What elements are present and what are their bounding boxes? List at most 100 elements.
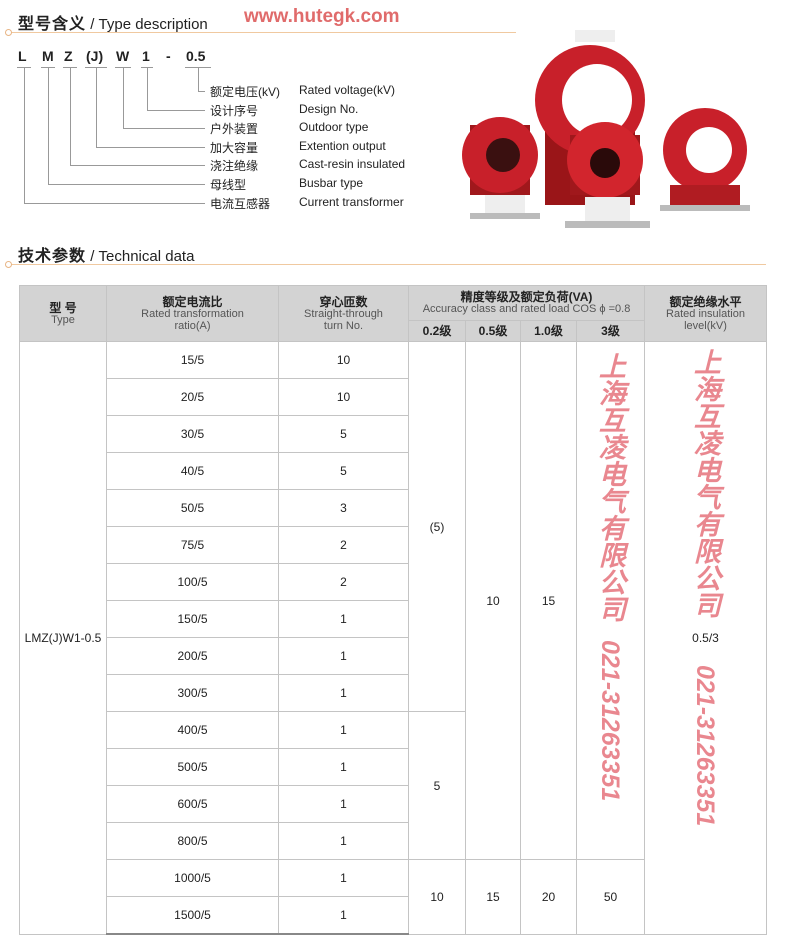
table-row: 600/5 1 [20,785,767,823]
connector-line [48,67,49,184]
connector-line [96,146,205,148]
table-row: 40/5 5 [20,452,767,490]
turns-cell: 1 [278,785,409,823]
load-0.5-cell: 10 [465,341,521,860]
model-code-char: Z [64,48,73,64]
load-0.2-cell: 10 [408,859,466,935]
turns-cell: 1 [278,822,409,860]
turns-cell: 2 [278,563,409,601]
header-accuracy: 精度等级及额定负荷(VA) Accuracy class and rated lo… [408,285,645,321]
meaning-cn: 设计序号 [210,103,259,118]
watermark-company: 上海互凌电气有限公司 [595,352,625,622]
header-class-3: 3级 [576,320,645,342]
turns-cell: 5 [278,452,409,490]
turns-cell: 3 [278,489,409,527]
table-row: 150/5 1 [20,600,767,638]
table-row: 500/5 1 [20,748,767,786]
meaning-cn: 母线型 [210,178,247,192]
type-description-title: 型号含义 / Type description [18,16,208,33]
turns-cell: 1 [278,748,409,786]
model-code-char: - [166,48,171,64]
turns-cell: 2 [278,526,409,564]
ratio-cell: 150/5 [106,600,279,638]
turns-cell: 1 [278,711,409,749]
connector-line [123,67,124,129]
model-code-char: 1 [142,48,150,64]
connector-line [24,202,205,204]
ct-right [660,108,750,211]
header-class-0.2: 0.2级 [408,320,466,342]
divider [5,29,516,36]
turns-cell: 1 [278,600,409,638]
divider [5,261,766,268]
meaning-cn: 额定电压(kV) [210,85,280,99]
table-row: LMZ(J)W1-0.5 15/5 10 (5) 10 15 0.5/3 [19,341,767,935]
meaning-en: Outdoor type [299,120,369,135]
load-0.5-cell: 15 [465,859,521,935]
ratio-cell: 400/5 [106,711,279,749]
model-code-char: L [18,48,27,64]
meaning-en: Extention output [299,138,386,153]
meaning-en: Rated voltage(kV) [299,83,396,97]
ratio-cell: 200/5 [106,637,279,675]
watermark-phone: 021-31263351 [596,640,624,802]
header-class-0.5: 0.5级 [465,320,521,342]
table-row: 30/5 5 [20,415,767,453]
turns-cell: 10 [278,378,409,416]
turns-cell: 1 [278,859,409,897]
model-code-char: W [116,48,130,64]
header-insulation: 额定绝缘水平 Rated insulation level(kV) [644,285,767,342]
connector-line [70,165,205,167]
table-row: 800/5 1 [20,822,767,860]
turns-cell: 10 [278,341,409,379]
ratio-cell: 50/5 [106,489,279,527]
load-3-cell: 50 [576,859,645,935]
meaning-en: Busbar type [299,176,364,190]
connector-line [198,91,205,92]
table-row: 20/5 10 [20,378,767,416]
model-code-char: (J) [86,48,104,64]
connector-line [147,109,205,111]
ratio-cell: 500/5 [106,748,279,786]
header-turns: 穿心匝数 Straight-through turn No. [278,285,409,342]
header-type: 型 号 Type [19,285,107,342]
turns-cell: 1 [278,896,409,935]
header-ratio: 额定电流比 Rated transformation ratio(A) [106,285,279,342]
connector-line [123,128,205,130]
model-code-char: 0.5 [186,48,206,64]
table-row: 1000/5 1 10 15 20 50 [20,859,767,935]
model-cell: LMZ(J)W1-0.5 [19,341,107,935]
website-link[interactable]: www.hutegk.com [244,6,400,27]
meaning-cn: 浇注绝缘 [210,159,259,174]
load-1.0-cell: 15 [520,341,577,860]
connector-line [70,67,71,166]
load-0.2-cell: 5 [408,711,466,860]
ratio-cell: 15/5 [106,341,279,379]
header-class-1.0: 1.0级 [520,320,577,342]
table-row: 50/5 3 [20,489,767,527]
connector-line [96,67,97,147]
meaning-cn: 电流互感器 [210,196,271,211]
load-0.2-cell: (5) [408,341,466,712]
meaning-cn: 户外装置 [210,122,259,137]
technical-data-table: 型 号 Type 额定电流比 Rated transformation ratio(… [19,285,767,935]
watermark-phone: 021-31263351 [691,665,719,827]
technical-data-title: 技术参数 / Technical data [18,248,195,265]
insulation-cell: 0.5/3 [644,341,767,935]
turns-cell: 1 [278,674,409,712]
ratio-cell: 100/5 [106,563,279,601]
meaning-cn: 加大容量 [210,140,259,155]
ct-center [565,122,650,228]
ratio-cell: 75/5 [106,526,279,564]
meaning-en: Current transformer [299,194,404,209]
connector-line [48,184,205,185]
ratio-cell: 20/5 [106,378,279,416]
ratio-cell: 300/5 [106,674,279,712]
product-photo [462,30,750,228]
ratio-cell: 1000/5 [106,859,279,897]
ratio-cell: 40/5 [106,452,279,490]
meaning-en: Design No. [299,101,359,116]
watermark-company: 上海互凌电气有限公司 [690,348,720,618]
load-1.0-cell: 20 [520,859,577,935]
